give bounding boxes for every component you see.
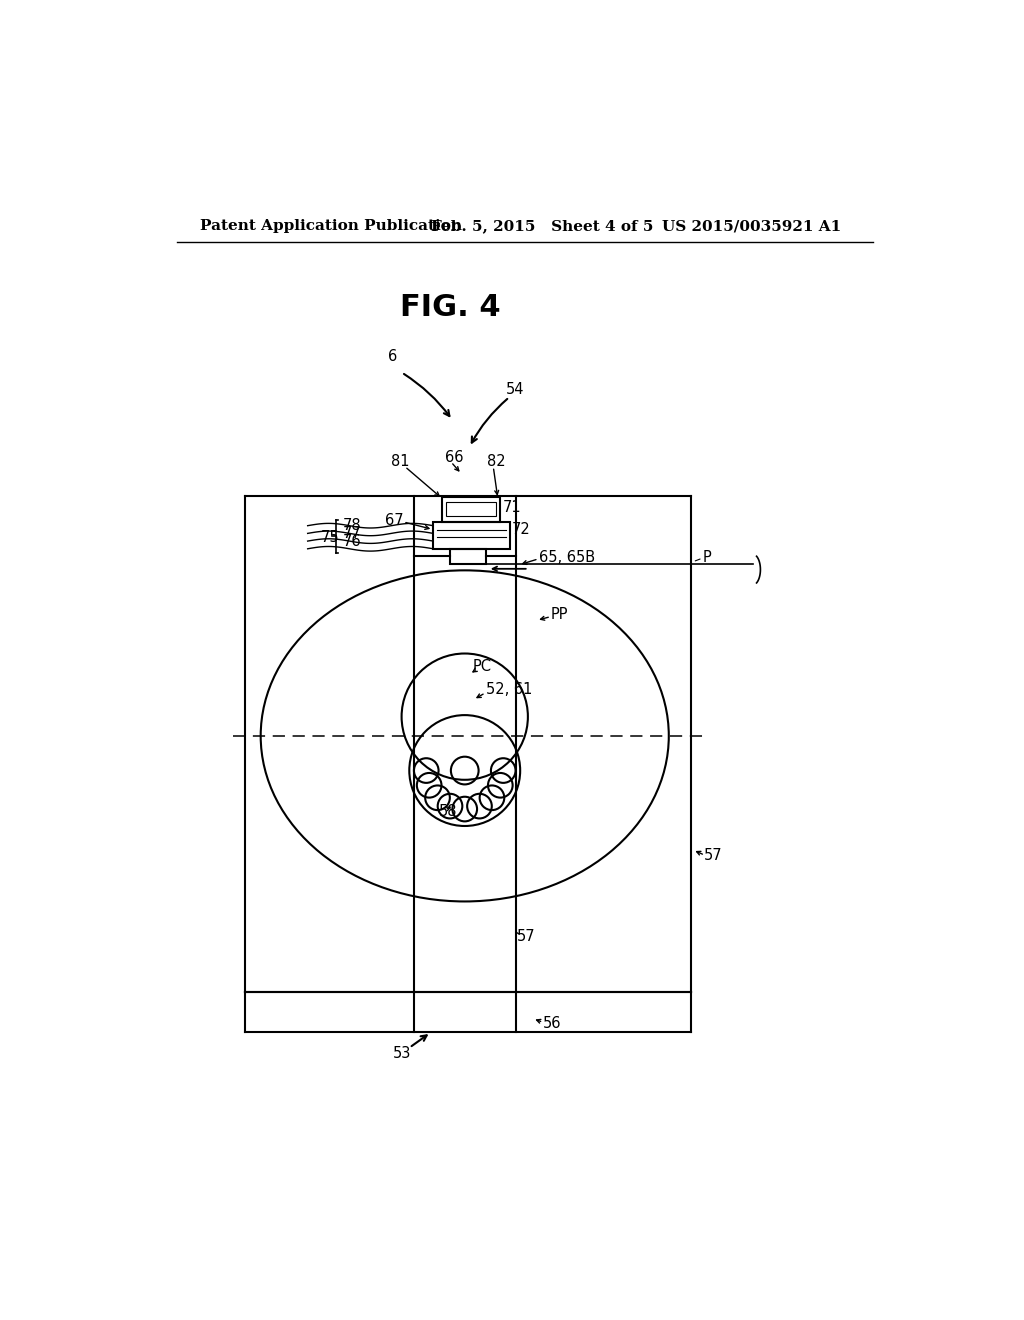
Text: 67: 67	[385, 512, 403, 528]
Text: 82: 82	[487, 454, 506, 469]
Text: 66: 66	[445, 450, 464, 465]
Text: P: P	[702, 549, 712, 565]
Text: 65, 65B: 65, 65B	[539, 549, 595, 565]
Text: 76: 76	[343, 533, 361, 549]
Text: 56: 56	[543, 1015, 561, 1031]
Bar	[442, 498, 500, 521]
Text: 72: 72	[512, 521, 530, 537]
Text: Feb. 5, 2015   Sheet 4 of 5: Feb. 5, 2015 Sheet 4 of 5	[431, 219, 653, 234]
Text: 54: 54	[506, 381, 524, 397]
Text: PP: PP	[550, 607, 567, 622]
Bar	[433, 521, 510, 549]
Text: 75: 75	[321, 529, 339, 545]
Text: 57: 57	[705, 847, 723, 863]
Text: 77: 77	[343, 525, 361, 541]
Text: PC: PC	[472, 659, 492, 675]
Text: 58: 58	[438, 804, 457, 818]
Text: FIG. 4: FIG. 4	[399, 293, 501, 322]
Text: 71: 71	[503, 500, 522, 515]
Text: 53: 53	[392, 1047, 411, 1061]
Bar	[451, 549, 486, 564]
Text: Patent Application Publication: Patent Application Publication	[200, 219, 462, 234]
Text: US 2015/0035921 A1: US 2015/0035921 A1	[662, 219, 841, 234]
Text: 6: 6	[388, 348, 397, 364]
Text: 81: 81	[391, 454, 410, 469]
Text: 52, 61: 52, 61	[486, 682, 532, 697]
Bar	[446, 502, 497, 516]
Text: 78: 78	[343, 519, 361, 533]
Text: 57: 57	[517, 928, 536, 944]
